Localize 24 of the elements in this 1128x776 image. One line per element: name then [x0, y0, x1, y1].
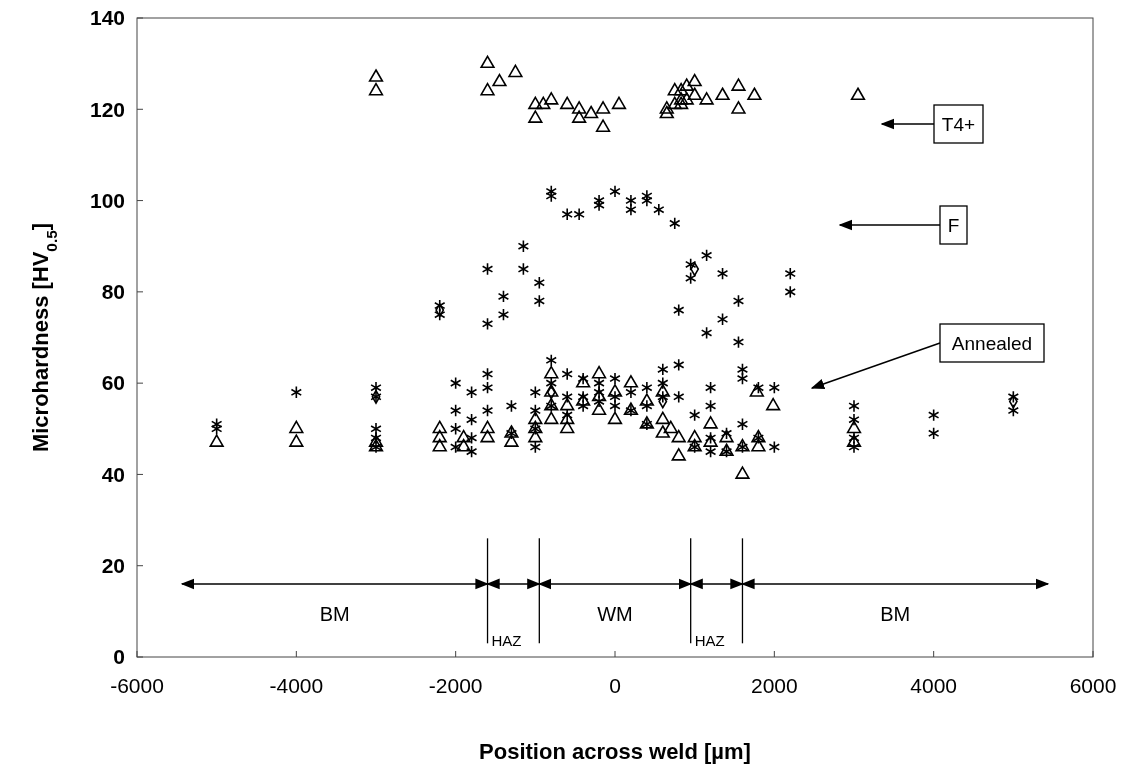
annotation: WM [597, 602, 633, 625]
x-axis-title: Position across weld [µm] [479, 739, 751, 764]
y-tick-label: 80 [101, 280, 125, 304]
y-tick-label: 120 [89, 97, 125, 121]
x-tick-label: -6000 [110, 674, 164, 697]
x-tick-label: -4000 [269, 674, 324, 697]
y-tick-label: 100 [89, 188, 125, 212]
x-tick-label: 4000 [910, 674, 958, 697]
y-tick-label: 20 [101, 554, 125, 578]
x-tick-label: 6000 [1069, 674, 1117, 697]
y-tick-label: 40 [101, 462, 125, 486]
annotation: BM [319, 602, 350, 625]
annotation: T4+ [941, 113, 976, 135]
y-tick-label: 0 [113, 645, 125, 669]
x-tick-label: 0 [609, 674, 621, 697]
annotation: HAZ [694, 632, 725, 650]
annotation: Annealed [951, 332, 1033, 354]
annotation: BM [880, 602, 911, 625]
y-tick-label: 60 [101, 371, 125, 395]
annotation: HAZ [491, 632, 522, 650]
x-tick-label: -2000 [428, 674, 483, 697]
annotation: F [947, 214, 960, 236]
y-tick-label: 140 [89, 6, 125, 30]
x-tick-label: 2000 [750, 674, 798, 697]
